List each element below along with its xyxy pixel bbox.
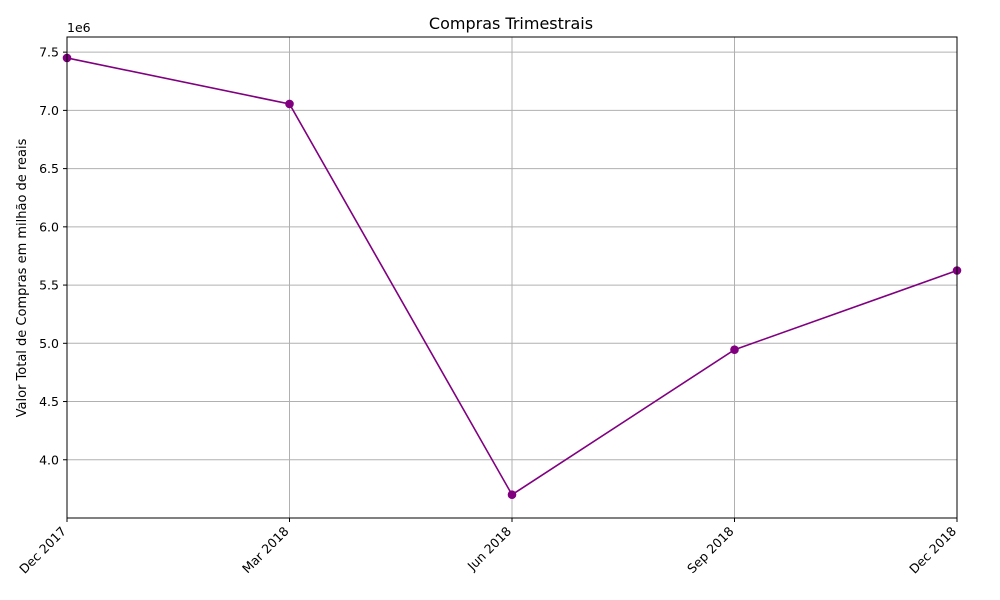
plot-area-frame — [66, 36, 958, 519]
x-tick-label: Jun 2018 — [464, 523, 514, 573]
data-point-marker — [507, 490, 517, 500]
y-axis-offset-label: 1e6 — [67, 20, 91, 35]
y-axis-label: Valor Total de Compras em milhão de reai… — [15, 138, 30, 417]
y-tick-label: 4.0 — [39, 452, 59, 467]
series-line-layer — [62, 53, 962, 500]
chart-title: Compras Trimestrais — [429, 14, 593, 33]
axis-ticks: 4.0 4.5 5.0 5.5 6.0 6.5 7.0 7.5 Dec 2017 Mar 2018… — [16, 45, 959, 577]
x-tick-label: Mar 2018 — [239, 523, 292, 576]
y-tick-label: 7.0 — [39, 103, 59, 118]
data-point-marker — [730, 345, 739, 355]
y-tick-label: 4.5 — [39, 394, 59, 409]
y-tick-label: 5.5 — [39, 278, 59, 293]
x-tick-label: Dec 2018 — [906, 523, 959, 576]
y-tick-label: 5.0 — [39, 336, 59, 351]
y-tick-label: 6.5 — [39, 161, 59, 176]
x-tick-label: Dec 2017 — [16, 524, 69, 577]
y-tick-label: 7.5 — [39, 45, 59, 60]
x-tick-label: Sep 2018 — [684, 523, 737, 576]
y-tick-label: 6.0 — [39, 219, 59, 234]
grid-lines — [66, 37, 958, 518]
data-point-marker — [285, 99, 294, 109]
